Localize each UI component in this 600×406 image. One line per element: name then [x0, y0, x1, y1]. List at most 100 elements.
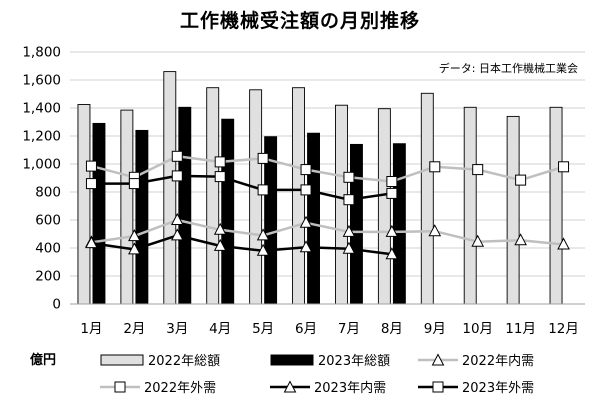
data-point — [386, 187, 398, 199]
data-point — [128, 178, 140, 190]
data-point — [385, 224, 399, 237]
data-point — [472, 164, 484, 176]
data-point — [170, 228, 184, 241]
bar — [377, 108, 391, 305]
data-point — [471, 234, 485, 247]
bar — [549, 106, 563, 305]
data-point — [343, 194, 355, 206]
bar — [463, 106, 477, 305]
unit-label: 億円 — [30, 353, 57, 368]
data-point — [170, 212, 184, 225]
legend-item-total-2023: 2023年総額 — [270, 350, 390, 369]
x-tick-label: 3月 — [166, 321, 188, 337]
legend-swatch-foreign-2023 — [418, 381, 458, 392]
series-line — [91, 174, 393, 201]
legend-label: 2022年外需 — [144, 381, 217, 396]
bar — [292, 87, 305, 305]
data-point — [515, 174, 527, 186]
x-tick-label: 4月 — [209, 321, 231, 337]
data-point — [256, 243, 270, 256]
legend-label: 2022年総額 — [148, 354, 221, 369]
bar — [206, 87, 220, 305]
legend-label: 2023年総額 — [318, 354, 391, 369]
y-tick-label: 200 — [35, 269, 61, 285]
data-point — [171, 170, 183, 182]
data-point — [342, 224, 356, 237]
legend-label: 2023年外需 — [462, 381, 535, 396]
legend-swatch-domestic-2023 — [270, 379, 310, 392]
legend-label: 2023年内需 — [314, 381, 387, 396]
y-tick-label: 0 — [52, 297, 61, 313]
x-tick-label: 5月 — [252, 321, 274, 337]
bar — [350, 143, 363, 305]
y-tick-label: 800 — [35, 185, 61, 201]
legend-swatch-domestic-2022 — [418, 352, 458, 365]
data-point — [342, 241, 356, 254]
data-point — [385, 247, 399, 260]
data-point — [558, 161, 570, 173]
y-tick-label: 1,400 — [22, 101, 61, 117]
data-point — [213, 238, 227, 251]
x-tick-label: 12月 — [548, 321, 579, 337]
bar — [249, 89, 263, 305]
data-point — [429, 161, 441, 173]
data-point — [214, 156, 226, 168]
bar — [163, 71, 177, 305]
data-point — [171, 150, 183, 162]
legend-swatch-total-2023 — [270, 354, 314, 365]
bar — [221, 118, 235, 305]
legend-item-foreign-2022: 2022年外需 — [100, 377, 216, 396]
x-tick-label: 7月 — [338, 321, 360, 337]
y-tick-label: 1,800 — [22, 45, 61, 61]
y-tick-label: 1,200 — [22, 129, 61, 145]
x-tick-label: 2月 — [123, 321, 145, 337]
bar — [77, 104, 91, 305]
legend-swatch-total-2022 — [100, 354, 144, 365]
data-point — [514, 233, 527, 246]
x-tick-label: 10月 — [462, 321, 493, 337]
data-point — [557, 237, 570, 250]
x-tick-label: 11月 — [505, 321, 536, 337]
y-tick-label: 1,600 — [22, 73, 61, 89]
bar — [392, 143, 406, 305]
data-point — [85, 236, 98, 249]
data-point — [256, 228, 270, 241]
data-point — [128, 242, 141, 255]
x-tick-label: 8月 — [381, 321, 403, 337]
legend-swatch-foreign-2022 — [100, 381, 140, 392]
legend-item-domestic-2023: 2023年内需 — [270, 377, 386, 396]
bar — [307, 132, 320, 305]
bar — [420, 92, 434, 305]
data-point — [85, 178, 97, 190]
series-line — [91, 234, 393, 256]
data-point — [214, 171, 226, 183]
legend-label: 2022年内需 — [462, 354, 535, 369]
series-line — [91, 155, 564, 183]
bar — [120, 109, 134, 305]
legend-item-total-2022: 2022年総額 — [100, 350, 220, 369]
data-point — [343, 171, 355, 183]
data-point — [85, 160, 97, 172]
data-point — [300, 184, 312, 196]
y-tick-label: 400 — [35, 241, 61, 257]
series-line — [91, 218, 564, 246]
y-tick-label: 1,000 — [22, 157, 61, 173]
x-tick-label: 1月 — [80, 321, 102, 337]
x-tick-label: 9月 — [424, 321, 446, 337]
data-point — [300, 164, 312, 176]
chart-title: 工作機械受注額の月別推移 — [179, 10, 420, 32]
data-point — [299, 215, 313, 228]
bar — [506, 115, 520, 305]
data-point — [257, 152, 269, 164]
legend-item-domestic-2022: 2022年内需 — [418, 350, 534, 369]
bar — [178, 106, 192, 305]
data-point — [213, 222, 227, 235]
legend-item-foreign-2023: 2023年外需 — [418, 377, 534, 396]
source-note: データ: 日本工作機械工業会 — [438, 62, 578, 75]
data-point — [128, 229, 141, 242]
bar — [92, 122, 106, 305]
y-tick-label: 600 — [35, 213, 61, 229]
data-point — [386, 176, 398, 187]
bar — [135, 129, 149, 305]
